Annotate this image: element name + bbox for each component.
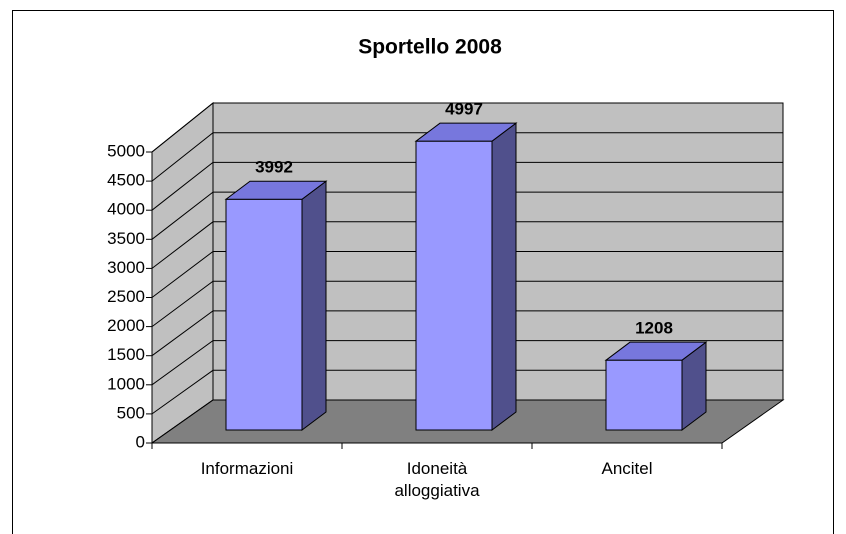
x-tick-label: Ancitel <box>601 459 653 478</box>
y-tick-label: 500 <box>117 403 145 422</box>
y-tick-label: 3500 <box>107 229 145 248</box>
x-tick-label-box: Informazioni <box>200 459 294 478</box>
bar-front <box>225 198 303 431</box>
y-tick-label: 4000 <box>107 200 145 219</box>
bar-top <box>604 341 708 361</box>
grid-line <box>151 340 783 386</box>
bar <box>224 180 328 431</box>
y-tick-label: 4500 <box>107 171 145 190</box>
bar <box>414 122 518 431</box>
data-label: 1208 <box>635 319 673 338</box>
grid-line <box>151 221 783 269</box>
bar-top <box>414 122 518 142</box>
x-tick-label: Informazioni <box>200 459 294 478</box>
bar-side <box>301 180 327 431</box>
y-tick-label: 1000 <box>107 374 145 393</box>
grid-line <box>151 369 783 415</box>
y-tick-label: 2000 <box>107 316 145 335</box>
bar-top <box>224 180 328 200</box>
x-tick-label-box: Ancitel <box>601 459 653 478</box>
y-tick-label: 2500 <box>107 287 145 306</box>
bar-front <box>415 140 493 431</box>
data-label: 4997 <box>445 100 483 119</box>
grid-line <box>151 161 783 211</box>
grid-line <box>151 102 783 153</box>
grid-line <box>151 280 783 328</box>
x-tick-label-box: Idoneità alloggiativa <box>394 459 480 500</box>
y-tick-label: 0 <box>136 432 145 451</box>
y-tick-label: 3000 <box>107 258 145 277</box>
grid-line <box>151 310 783 357</box>
grid-line <box>151 132 783 182</box>
bar-side <box>491 122 517 431</box>
chart-title: Sportello 2008 <box>358 36 502 59</box>
grid-line <box>151 251 783 298</box>
y-tick-label: 1500 <box>107 345 145 364</box>
grid-line <box>151 191 783 240</box>
bar-front <box>605 359 683 431</box>
grid-line <box>151 399 783 444</box>
x-tick-label: Idoneità alloggiativa <box>394 459 480 500</box>
data-label: 3992 <box>255 158 293 177</box>
bar <box>604 341 708 431</box>
y-tick-label: 5000 <box>107 141 145 160</box>
